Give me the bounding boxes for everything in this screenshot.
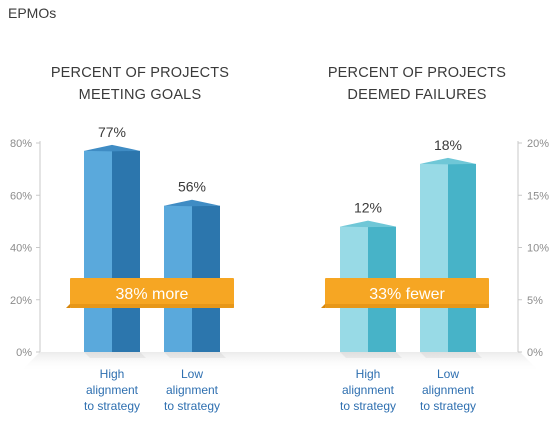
category-label-line: Low [181,367,203,381]
bar-floor-shadow [84,352,146,358]
panel-title-line: PERCENT OF PROJECTS [50,65,230,81]
y-tick-label: 5% [527,295,543,307]
category-label-line: High [100,367,125,381]
bar-data-label: 56% [178,179,206,195]
bar-data-label: 12% [354,200,382,216]
y-tick-label: 60% [10,190,32,202]
category-label-line: alignment [422,383,475,397]
bar-floor-shadow [164,352,226,358]
bar-floor-shadow [420,352,482,358]
panel-title-line: DEEMED FAILURES [347,87,487,103]
bar-front-face [84,150,112,352]
bar-data-label: 18% [434,137,462,153]
banner-text: 33% fewer [369,286,445,303]
banner-fold [66,304,70,308]
y-tick-label: 15% [527,190,549,202]
y-tick-label: 20% [527,138,549,150]
category-label-line: alignment [86,383,139,397]
banner-ribbon [325,278,489,308]
category-label-line: Low [437,367,459,381]
banner-ribbon-edge [325,304,489,308]
category-label-line: alignment [342,383,395,397]
header-label: EPMOs [8,5,57,21]
bar-top-cap [164,199,220,207]
bar-side-face [112,150,140,352]
y-tick-label: 0% [527,347,543,359]
bar-data-label: 77% [98,124,126,140]
panel-title-meeting-goals: PERCENT OF PROJECTS MEETING GOALS [20,62,260,106]
category-label-line: to strategy [420,399,476,413]
category-label-line: to strategy [164,399,220,413]
bar-top-cap [340,220,396,228]
panel-title-line: PERCENT OF PROJECTS [327,65,507,81]
bar-side-face [448,163,476,352]
category-label-line: to strategy [340,399,396,413]
category-label-line: High [356,367,381,381]
y-tick-label: 20% [10,295,32,307]
floor-shadow [20,352,540,372]
y-tick-label: 10% [527,243,549,255]
banner-ribbon [70,278,234,308]
banner-ribbon-edge [70,304,234,308]
bar-floor-shadow [340,352,402,358]
bar-top-cap [84,144,140,152]
y-tick-label: 40% [10,243,32,255]
banner-fold [321,304,325,308]
category-label-line: alignment [166,383,219,397]
bar-front-face [420,163,448,352]
banner-text: 38% more [116,286,189,303]
panel-title-line: MEETING GOALS [78,87,202,103]
y-tick-label: 0% [16,347,32,359]
category-label-line: to strategy [84,399,140,413]
bar-top-cap [420,157,476,165]
y-tick-label: 80% [10,138,32,150]
panel-title-deemed-failures: PERCENT OF PROJECTS DEEMED FAILURES [297,62,537,106]
